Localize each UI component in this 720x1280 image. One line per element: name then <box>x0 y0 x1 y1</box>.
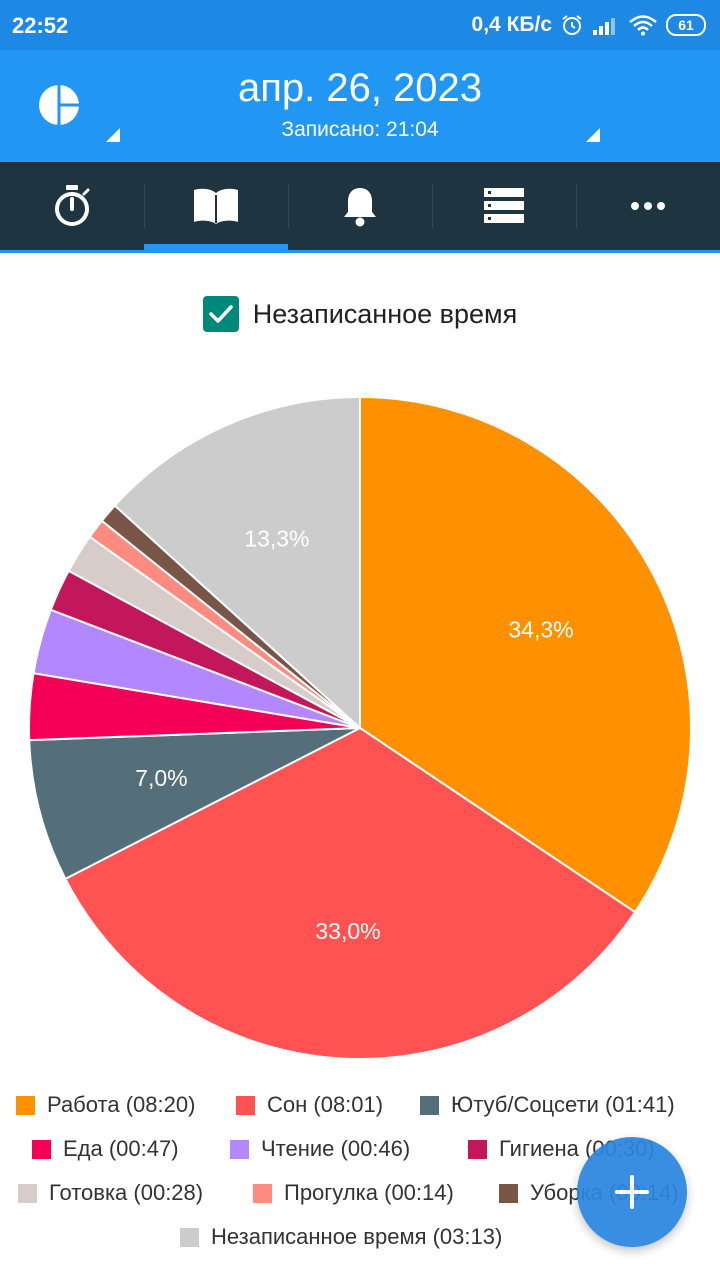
status-time: 22:52 <box>12 13 69 38</box>
legend-label: Ютуб/Соцсети (01:41) <box>451 1092 675 1117</box>
app-header: апр. 26, 2023 Записано: 21:04 <box>0 50 720 162</box>
battery-icon: 61 <box>666 14 706 36</box>
legend-swatch <box>236 1095 255 1115</box>
legend-swatch <box>18 1183 37 1203</box>
legend-label: Готовка (00:28) <box>49 1180 204 1205</box>
wifi-icon <box>629 15 657 36</box>
legend-label: Прогулка (00:14) <box>284 1180 454 1205</box>
status-bar: 22:52 0,4 КБ/с 61 <box>0 0 720 50</box>
legend-label: Еда (00:47) <box>63 1136 179 1161</box>
slice-percent-label: 7,0% <box>135 765 187 791</box>
legend-swatch <box>32 1139 51 1159</box>
legend-label: Чтение (00:46) <box>261 1136 411 1161</box>
legend-item: Сон (08:01) <box>236 1092 383 1118</box>
unrecorded-time-toggle[interactable]: Незаписанное время <box>0 296 720 332</box>
tab-categories[interactable] <box>432 162 576 250</box>
signal-icon <box>593 18 615 35</box>
slice-percent-label: 33,0% <box>315 918 380 944</box>
legend-swatch <box>420 1095 439 1115</box>
date-dropdown-indicator <box>106 128 120 142</box>
recorded-time: Записано: 21:04 <box>281 118 439 141</box>
legend-item: Незаписанное время (03:13) <box>180 1224 502 1250</box>
checkmark-icon <box>209 305 233 323</box>
stopwatch-icon <box>55 185 90 226</box>
alarm-icon <box>562 15 582 35</box>
app-logo-icon[interactable] <box>38 84 80 126</box>
book-icon <box>194 188 238 224</box>
legend-swatch <box>468 1139 487 1159</box>
tab-bar <box>0 162 720 250</box>
list-icon <box>484 188 524 223</box>
legend-swatch <box>230 1139 249 1159</box>
more-icon <box>631 202 665 210</box>
tab-more[interactable] <box>576 162 720 250</box>
bell-icon <box>344 188 376 227</box>
pie-slice[interactable] <box>28 727 361 881</box>
tab-reminders[interactable] <box>288 162 432 250</box>
legend-swatch <box>180 1227 199 1247</box>
legend-item: Чтение (00:46) <box>230 1136 410 1162</box>
legend-item: Ютуб/Соцсети (01:41) <box>420 1092 675 1118</box>
pie-slice[interactable] <box>113 395 361 731</box>
tab-journal[interactable] <box>144 162 288 250</box>
unrecorded-label: Незаписанное время <box>252 298 518 329</box>
pie-slice[interactable] <box>64 726 637 1060</box>
legend-item: Прогулка (00:14) <box>253 1180 454 1206</box>
legend-swatch <box>499 1183 518 1203</box>
plus-icon <box>615 1175 649 1209</box>
network-speed: 0,4 КБ/с <box>471 13 552 36</box>
legend-item: Еда (00:47) <box>32 1136 179 1162</box>
range-dropdown-indicator <box>586 128 600 142</box>
legend-item: Готовка (00:28) <box>18 1180 203 1206</box>
slice-percent-label: 13,3% <box>244 525 309 551</box>
date-title[interactable]: апр. 26, 2023 <box>237 66 483 110</box>
legend-swatch <box>16 1095 35 1115</box>
legend-label: Работа (08:20) <box>47 1092 196 1117</box>
slice-percent-label: 34,3% <box>508 616 573 642</box>
tab-underline <box>0 250 720 253</box>
legend-label: Сон (08:01) <box>267 1092 384 1117</box>
pie-chart: 34,3% 33,0% 7,0% 13,3% <box>27 395 693 1060</box>
legend-swatch <box>253 1183 272 1203</box>
legend-label: Незаписанное время (03:13) <box>211 1224 503 1249</box>
unrecorded-checkbox[interactable] <box>202 296 239 332</box>
add-entry-button[interactable] <box>577 1137 687 1247</box>
status-icons: 0,4 КБ/с 61 <box>472 10 706 40</box>
legend-item: Работа (08:20) <box>16 1092 195 1118</box>
tab-timer[interactable] <box>0 162 144 250</box>
